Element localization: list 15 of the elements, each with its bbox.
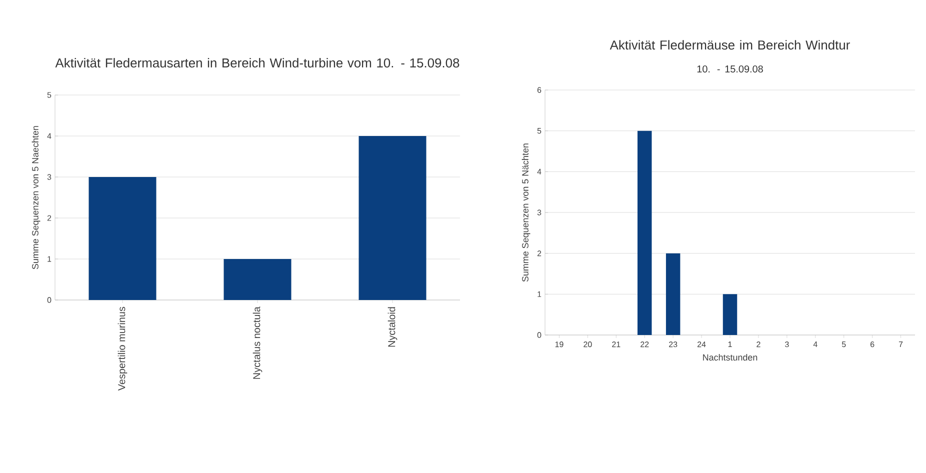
bar <box>358 136 426 300</box>
x-tick-label: Nyctaloid <box>388 307 398 347</box>
chart-title: Aktivität Fledermäuse im Bereich Windtur <box>610 40 850 50</box>
bar <box>224 259 292 300</box>
y-axis-title: Summe Sequenzen von 5 Nächten <box>522 144 530 282</box>
x-axis-title: Nachtstunden <box>703 354 758 361</box>
bar <box>666 253 680 335</box>
chart-subtitle: 10. - 15.09.08 <box>697 65 763 72</box>
bar <box>88 177 156 300</box>
y-axis-title: Summe Sequenzen von 5 Naechten <box>32 126 40 270</box>
bar <box>722 294 738 335</box>
x-tick-label: Nyctalus noctula <box>252 306 262 379</box>
x-tick-label: Vespertilio murinus <box>118 306 128 391</box>
chart-title: Aktivität Fledermausarten in Bereich Wind-turbine vom 10. - 15.09.08 <box>55 58 460 68</box>
bar <box>638 130 652 335</box>
